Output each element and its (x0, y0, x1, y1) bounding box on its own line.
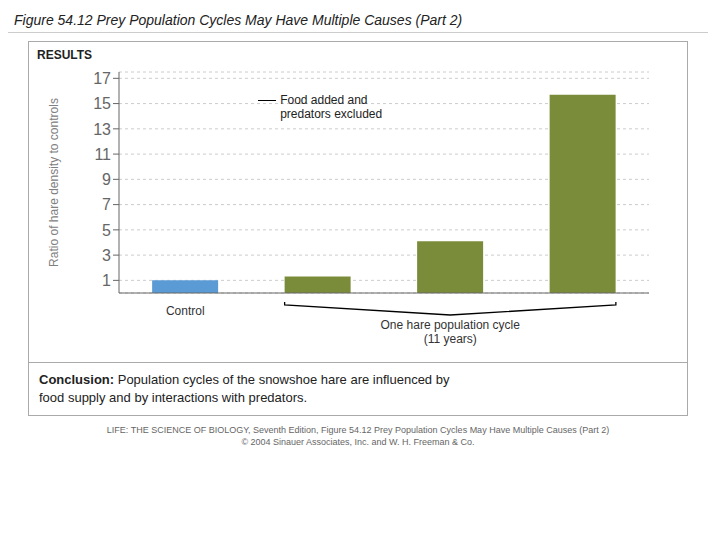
svg-text:11: 11 (94, 146, 111, 163)
html-text:predators excluded: predators excluded (280, 107, 383, 122)
html-text:food supply and by interaction: food supply and by interactions with pre… (39, 390, 308, 405)
html-text:LIFE: THE SCIENCE OF BIOLOGY,: LIFE: THE SCIENCE OF BIOLOGY, Seventh Ed… (106, 425, 610, 435)
svg-text:One hare population cycle(11 y: One hare population cycle(11 years) (381, 318, 521, 346)
svg-text:1: 1 (102, 272, 111, 289)
html-text:RESULTS: RESULTS (37, 48, 93, 62)
svg-text:7: 7 (102, 196, 111, 213)
html-text:Food added and: Food added and (280, 93, 368, 108)
html-text:© 2004 Sinauer Associates, Inc: © 2004 Sinauer Associates, Inc. and W. H… (241, 437, 475, 447)
svg-text:17: 17 (93, 70, 111, 87)
html-text:Conclusion: Population cycles: Conclusion: Population cycles of the sno… (39, 372, 450, 387)
svg-text:Control: Control (166, 304, 205, 318)
svg-text:9: 9 (102, 171, 111, 188)
svg-text:3: 3 (102, 247, 111, 264)
svg-text:5: 5 (102, 222, 111, 239)
html-text:Figure 54.12 Prey Population C: Figure 54.12 Prey Population Cycles May … (14, 12, 463, 28)
svg-text:15: 15 (93, 95, 111, 112)
svg-text:13: 13 (93, 121, 111, 138)
svg-text:Ratio of hare density to contr: Ratio of hare density to controls (47, 98, 61, 267)
